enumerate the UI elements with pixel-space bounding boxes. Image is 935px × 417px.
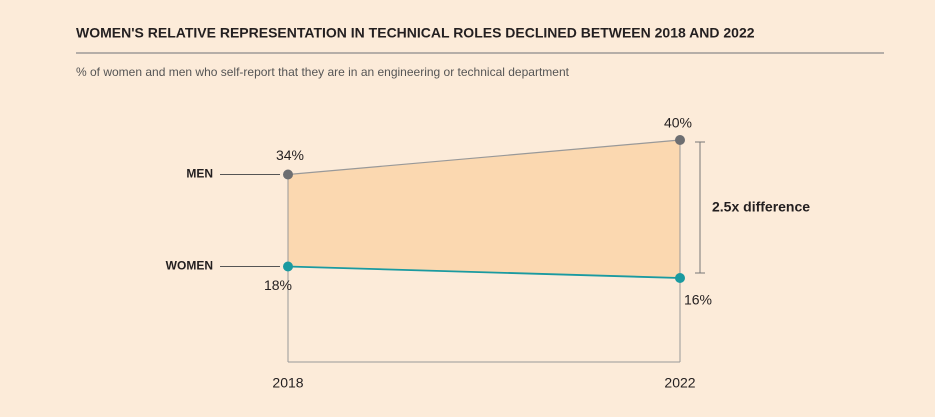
annotation: 2.5x difference: [712, 199, 810, 215]
series-line: [287, 139, 681, 176]
chart-title: WOMEN'S RELATIVE REPRESENTATION IN TECHN…: [76, 25, 755, 41]
legend-label: WOMEN: [166, 259, 213, 273]
x-tick-label: 2022: [664, 375, 695, 391]
point: [283, 169, 293, 180]
point: [283, 261, 293, 272]
area: [288, 140, 680, 278]
subtitle: % of women and men who self-report that …: [76, 65, 570, 79]
value-label: 18%: [264, 277, 292, 293]
legend-label: MEN: [186, 167, 213, 181]
value-label: 40%: [664, 115, 692, 131]
series-line: [287, 265, 681, 279]
value-label: 34%: [276, 147, 304, 163]
point: [675, 135, 685, 145]
point: [675, 273, 685, 283]
value-label: 16%: [684, 292, 712, 308]
x-tick-label: 2018: [272, 375, 303, 391]
